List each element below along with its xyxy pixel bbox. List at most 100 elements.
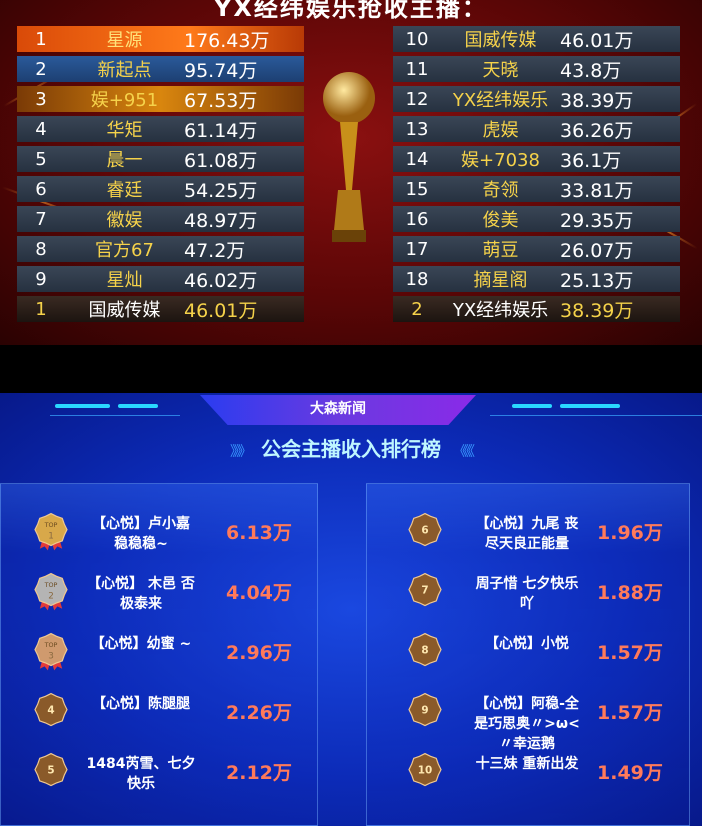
value: 48.97万	[184, 209, 258, 232]
ranking-row: 2 新起点 95.74万	[17, 56, 304, 82]
name: 徽娱	[106, 210, 143, 231]
value: 43.8万	[560, 59, 622, 82]
name-line: 1484芮雪、七夕	[86, 756, 196, 772]
board-title: 》》》 公会主播收入排行榜 《《《	[0, 433, 702, 462]
rank-number: 7	[421, 585, 428, 597]
name: 【心悦】小悦	[457, 634, 597, 654]
name: YX经纬娱乐	[452, 300, 549, 321]
board-item: 10 十三妹 重新出发 1.49万	[367, 746, 689, 802]
rank-badge-icon: 8	[408, 632, 442, 667]
top-label: TOP	[44, 581, 58, 589]
name-line: 十三妹 重新出发	[475, 756, 579, 772]
ranking-row: 8 官方67 47.2万	[17, 236, 304, 262]
name: 晨一	[106, 150, 143, 171]
rank: 17	[405, 238, 429, 260]
summary-row: 1 国威传媒 46.01万	[17, 296, 304, 322]
value: 46.01万	[184, 299, 258, 322]
name-line: 【心悦】卢小嘉	[92, 516, 190, 532]
ranking-row: 1 星源 176.43万	[17, 26, 304, 52]
silver-medal-icon: TOP 2	[34, 572, 68, 611]
rank: 12	[405, 88, 429, 110]
ranking-row: 9 星灿 46.02万	[17, 266, 304, 292]
rank-badge-icon: 9	[408, 692, 442, 727]
value: 2.12万	[226, 762, 292, 784]
rank-number: 5	[47, 765, 54, 777]
board-item: 6 【心悦】九尾 丧尽天良正能量 1.96万	[367, 506, 689, 562]
name: 【心悦】陈腿腿	[71, 694, 211, 714]
name-line: 【心悦】陈腿腿	[92, 696, 190, 712]
rank: 1	[35, 298, 47, 320]
name: 天晓	[482, 60, 519, 81]
name: 【心悦】幼蜜 ~	[71, 634, 211, 654]
value: 29.35万	[560, 209, 634, 232]
value: 46.01万	[560, 29, 634, 52]
value: 47.2万	[184, 239, 246, 262]
rank-number: 9	[421, 705, 428, 717]
board-item: 4 【心悦】陈腿腿 2.26万	[1, 686, 317, 742]
name: 虎娱	[482, 120, 519, 141]
name: 奇领	[482, 180, 519, 201]
name: 星灿	[106, 270, 143, 291]
name-line: 周子惜 七夕快乐	[475, 576, 579, 592]
value: 61.14万	[184, 119, 258, 142]
ranking-row: 12 YX经纬娱乐 38.39万	[393, 86, 680, 112]
rank-badge-icon: 6	[408, 512, 442, 547]
name: 1484芮雪、七夕 快乐	[71, 754, 211, 794]
name-line: 【心悦】 木邑 否	[87, 576, 195, 592]
rank: 2	[35, 58, 47, 80]
rank: 7	[35, 208, 47, 230]
name-line: 稳稳稳~	[114, 536, 168, 552]
rank-number: 6	[421, 525, 428, 537]
news-tab: 大森新闻	[200, 395, 476, 425]
rank-number: 4	[47, 705, 54, 717]
rankings-board: YX经纬娱乐抢收主播： 1 星源 176.43万 2 新起点 95.74万 3 娱+951 67…	[0, 0, 702, 345]
name-line: 【心悦】九尾 丧	[475, 516, 579, 532]
ranking-row: 13 虎娱 36.26万	[393, 116, 680, 142]
value: 95.74万	[184, 59, 258, 82]
value: 61.08万	[184, 149, 258, 172]
value: 33.81万	[560, 179, 634, 202]
ranking-row: 4 华矩 61.14万	[17, 116, 304, 142]
ranking-row: 17 萌豆 26.07万	[393, 236, 680, 262]
rank-badge-icon: 4	[34, 692, 68, 727]
rank-badge-icon: 5	[34, 752, 68, 787]
name-line: 【心悦】幼蜜 ~	[90, 636, 192, 652]
ranking-row: 3 娱+951 67.53万	[17, 86, 304, 112]
value: 6.13万	[226, 522, 292, 544]
ranking-row: 16 俊美 29.35万	[393, 206, 680, 232]
name: 娱+7038	[461, 150, 540, 171]
ranking-row: 15 奇领 33.81万	[393, 176, 680, 202]
rank-badge-icon: 7	[408, 572, 442, 607]
name: YX经纬娱乐	[452, 90, 549, 111]
name: 娱+951	[90, 90, 159, 111]
rank: 4	[35, 118, 47, 140]
name-line: 【心悦】小悦	[485, 636, 569, 652]
ranking-row: 10 国威传媒 46.01万	[393, 26, 680, 52]
rank-number: 2	[48, 591, 54, 601]
name-line: 尽天良正能量	[485, 536, 569, 552]
rank: 2	[411, 298, 423, 320]
rank: 5	[35, 148, 47, 170]
ranking-row: 11 天晓 43.8万	[393, 56, 680, 82]
rank-number: 10	[418, 765, 432, 777]
board-item: TOP 1 【心悦】卢小嘉 稳稳稳~ 6.13万	[1, 506, 317, 562]
name: 萌豆	[482, 240, 519, 261]
right-ranking-table: 10 国威传媒 46.01万 11 天晓 43.8万 12 YX经纬娱乐 38.39万 13 虎娱 3…	[393, 26, 680, 326]
rank-number: 3	[48, 651, 54, 661]
name: 【心悦】卢小嘉 稳稳稳~	[71, 514, 211, 554]
chevron-right-icon: 》》》	[230, 444, 252, 460]
top-label: TOP	[44, 521, 58, 529]
name: 十三妹 重新出发	[457, 754, 597, 774]
gold-medal-icon: TOP 1	[34, 512, 68, 551]
value: 2.96万	[226, 642, 292, 664]
rank: 3	[35, 88, 47, 110]
name: 华矩	[106, 120, 143, 141]
value: 1.96万	[597, 522, 663, 544]
divider-band	[0, 345, 702, 393]
name: 国威传媒	[88, 300, 161, 321]
board-item: TOP 3 【心悦】幼蜜 ~ 2.96万	[1, 626, 317, 682]
guild-income-board: 大森新闻 》》》 公会主播收入排行榜 《《《 TOP 1 【心悦】卢小嘉 稳稳稳~ 6.13…	[0, 393, 702, 826]
value: 38.39万	[560, 89, 634, 112]
name: 【心悦】 木邑 否极泰来	[71, 574, 211, 614]
board-item: 5 1484芮雪、七夕 快乐 2.12万	[1, 746, 317, 802]
